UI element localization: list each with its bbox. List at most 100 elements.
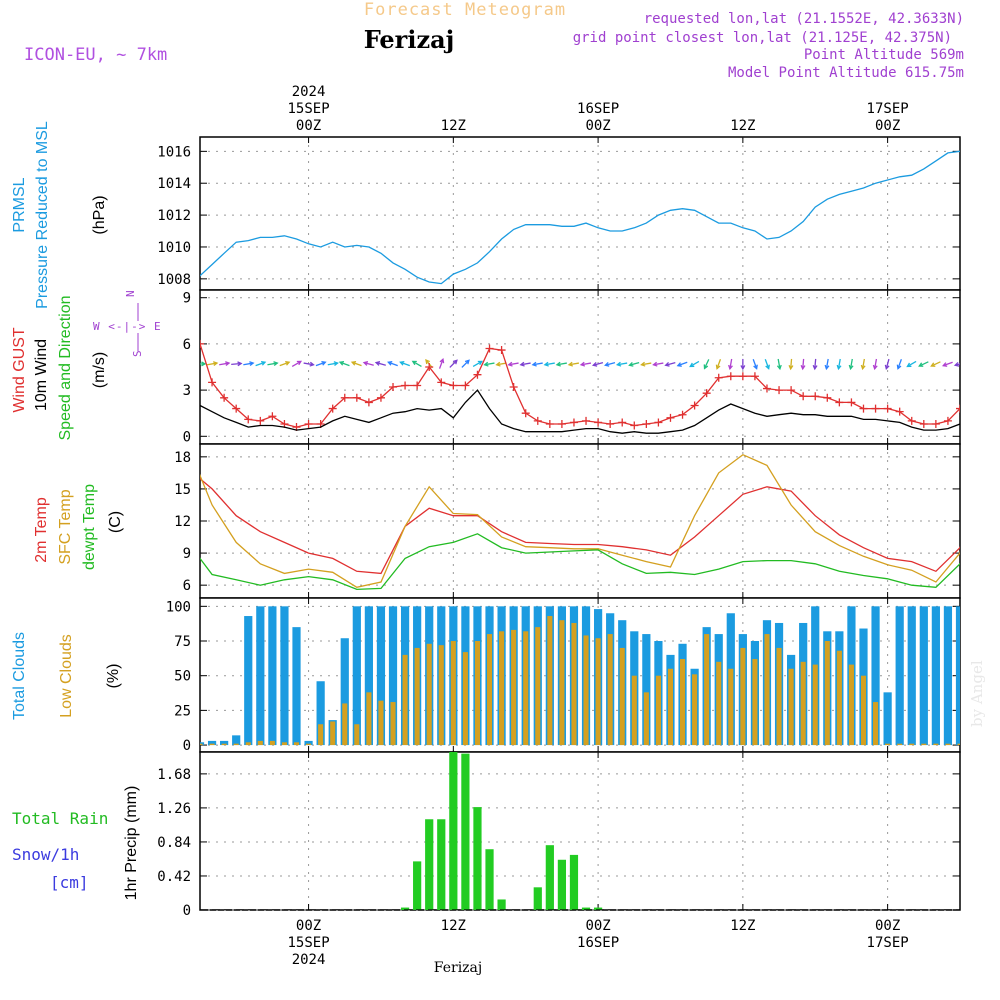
- low-cloud-bar: [390, 702, 396, 746]
- wind-arrow-head: [860, 364, 866, 371]
- low-cloud-bar: [535, 627, 541, 746]
- requested-coords: requested lon,lat (21.1552E, 42.3633N): [644, 11, 964, 27]
- top-time-axis: 202415SEP00Z12Z16SEP00Z12Z17SEP00Z12Z: [287, 84, 908, 134]
- gust-point: [811, 392, 820, 401]
- y-tick-label: 25: [174, 703, 191, 719]
- top-time-label: 12Z: [730, 118, 755, 134]
- y-tick-label: 0.42: [157, 869, 191, 885]
- panel-plot-area: [160, 292, 997, 434]
- wind-arrow-head: [993, 364, 997, 368]
- gust-point: [425, 363, 434, 371]
- low-cloud-bar: [571, 622, 577, 746]
- low-cloud-bar: [643, 692, 649, 746]
- low-cloud-bar: [824, 641, 830, 746]
- gust-point: [895, 407, 904, 416]
- wind-arrow: [968, 361, 976, 367]
- wind-arrow-head: [439, 357, 445, 364]
- chart-panels: 1008 1010 1012 1014 1016 0 3 6 9 6 9 12 15 18 0 25 50 75 1…: [157, 136, 997, 919]
- top-time-label: 12Z: [441, 118, 466, 134]
- gust-point: [618, 418, 627, 427]
- y-tick-label: 6: [183, 337, 191, 353]
- gust-point: [413, 381, 422, 390]
- wind-arrow: [508, 362, 519, 366]
- gust-point: [606, 419, 615, 428]
- wind-arrow: [790, 358, 793, 369]
- low-cloud-bar: [619, 647, 625, 746]
- point-altitude: Point Altitude 569m: [804, 47, 964, 63]
- panel-wind: 0 3 6 9: [160, 289, 997, 445]
- gust-point: [509, 383, 518, 392]
- gust-point: [907, 416, 916, 425]
- y-tick-label: 9: [183, 546, 191, 562]
- precip-label-snow-unit: [cm]: [50, 873, 89, 892]
- wind-arrow: [532, 362, 543, 366]
- wind-arrow-head: [628, 361, 634, 367]
- gust-point: [968, 378, 976, 386]
- gust-point: [340, 393, 349, 402]
- gust-point: [304, 419, 313, 428]
- wind-arrow: [729, 358, 733, 369]
- total-cloud-bar: [895, 606, 904, 746]
- gust-point: [473, 370, 482, 379]
- wind-arrow-head: [812, 364, 818, 371]
- panel-plot-area: [200, 606, 987, 746]
- wind-arrow: [955, 363, 960, 366]
- wind-arrow: [315, 361, 326, 367]
- series-line-series: [200, 150, 960, 285]
- panel-frame-wind: [199, 289, 961, 445]
- wind-arrows: [161, 357, 997, 371]
- rain-bar: [497, 899, 506, 910]
- temp-label-sfc: SFC Temp: [57, 489, 74, 564]
- top-time-label: 2024: [292, 84, 326, 100]
- wind-arrow-head: [425, 359, 430, 365]
- wind-arrow: [919, 361, 929, 367]
- wind-arrow: [617, 362, 628, 366]
- total-cloud-bar: [955, 606, 960, 746]
- wind-arrow: [243, 362, 254, 366]
- series-line-dewpt-temp: [200, 533, 960, 591]
- low-cloud-bar: [873, 702, 879, 746]
- low-cloud-bar: [680, 659, 686, 746]
- wind-arrow-head: [161, 360, 164, 364]
- wind-arrow: [472, 360, 483, 367]
- wind-arrow-head: [555, 361, 561, 367]
- wind-arrow: [303, 362, 314, 366]
- compass-south: S: [131, 350, 144, 357]
- precip-label-axis: 1hr Precip (mm): [123, 786, 140, 901]
- gust-point: [521, 409, 530, 418]
- compass-ew: W <-|-> E: [93, 320, 162, 333]
- gust-point: [533, 416, 542, 425]
- wind-arrow-head: [338, 360, 345, 366]
- rain-bar: [485, 849, 494, 910]
- low-cloud-bar: [523, 631, 529, 746]
- low-cloud-bar: [970, 744, 975, 745]
- gust-point: [160, 292, 168, 300]
- wind-arrow: [943, 361, 953, 367]
- wind-arrow: [183, 363, 193, 365]
- low-cloud-bar: [245, 742, 251, 746]
- low-cloud-bar: [450, 641, 456, 746]
- wind-arrow: [161, 360, 166, 369]
- wind-arrow: [291, 360, 302, 367]
- wind-arrow: [981, 360, 987, 368]
- top-time-label: 00Z: [296, 118, 321, 134]
- low-cloud-bar: [752, 659, 758, 746]
- cloud-labels: Total Clouds Low Clouds (%): [11, 632, 122, 720]
- wind-label-10m: 10m Wind: [33, 339, 50, 411]
- wind-arrow-head: [477, 360, 483, 366]
- temp-label-unit: (C): [107, 511, 124, 533]
- gust-point: [328, 404, 337, 413]
- wind-arrow: [605, 361, 616, 366]
- precip-labels: Total Rain Snow/1h [cm] 1hr Precip (mm): [12, 786, 140, 901]
- gust-point: [883, 404, 892, 413]
- gust-point: [376, 393, 385, 402]
- y-tick-label: 6: [183, 578, 191, 594]
- panel-temperature: 6 9 12 15 18: [174, 443, 961, 599]
- gust-point: [750, 372, 759, 381]
- low-cloud-bar: [982, 742, 987, 745]
- gust-point: [244, 415, 253, 424]
- wind-arrow: [907, 360, 917, 367]
- precip-label-snow: Snow/1h: [12, 845, 79, 864]
- low-cloud-bar: [462, 652, 468, 746]
